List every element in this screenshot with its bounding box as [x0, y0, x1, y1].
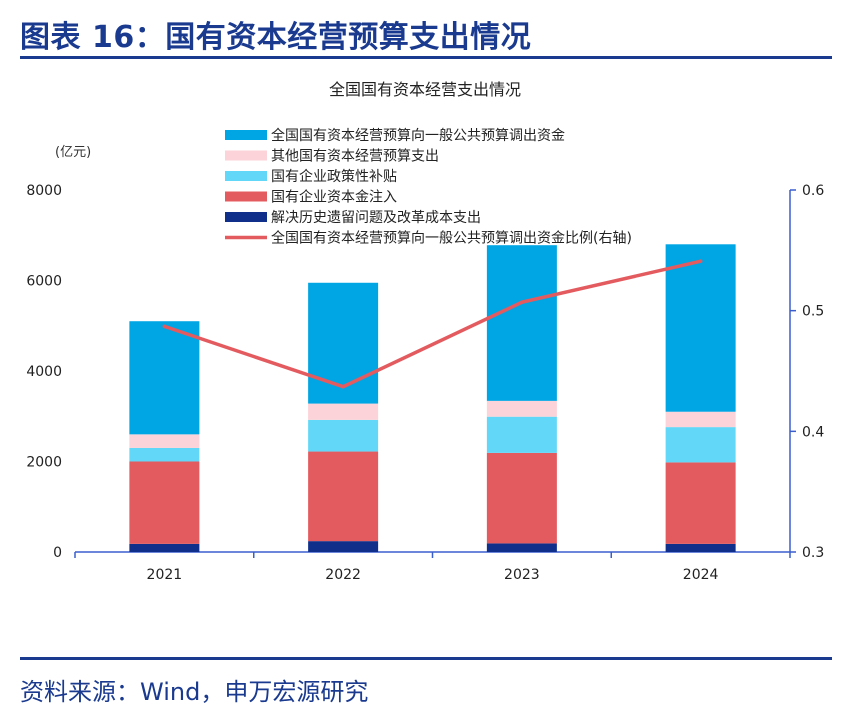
y-tick-label: 6000	[26, 274, 62, 290]
bar-s_other-2024	[665, 411, 736, 428]
bar-s_subsidy-2021	[129, 447, 200, 462]
bar-s_capital-2024	[665, 462, 736, 544]
ratio-point	[698, 259, 703, 263]
legend-swatch-s_transfer	[225, 130, 267, 140]
y2-tick-label: 0.6	[802, 183, 824, 199]
ratio-point	[520, 300, 524, 305]
bar-s_reform-2023	[486, 543, 557, 552]
bar-s_other-2021	[129, 434, 200, 448]
bar-s_capital-2023	[486, 452, 557, 544]
legend-label: 解决历史遗留问题及改革成本支出	[271, 210, 481, 226]
bar-s_transfer-2023	[486, 245, 557, 401]
bar-s_subsidy-2024	[665, 427, 736, 463]
y-tick-label: 0	[53, 545, 62, 561]
bar-s_subsidy-2022	[308, 419, 379, 452]
legend-label: 其他国有资本经营预算支出	[271, 149, 439, 165]
y2-tick-label: 0.5	[802, 304, 824, 320]
stacked-bar-line-chart: 全国国有资本经营支出情况 (亿元) 0 2000 4000 6000 8000 0.3 0.4 0…	[26, 80, 824, 583]
y-tick-label: 2000	[26, 455, 62, 471]
x-tick-label: 2022	[325, 567, 361, 583]
legend-swatch-s_reform	[225, 212, 267, 222]
y-tick-label: 8000	[26, 183, 62, 199]
chart-title: 全国国有资本经营支出情况	[329, 80, 521, 99]
bar-s_reform-2024	[665, 543, 736, 552]
legend-swatch-s_subsidy	[225, 171, 267, 181]
legend-label: 全国国有资本经营预算向一般公共预算调出资金比例(右轴)	[271, 230, 632, 247]
y2-tick-label: 0.4	[802, 424, 824, 440]
bar-s_transfer-2022	[308, 282, 379, 404]
legend-label: 全国国有资本经营预算向一般公共预算调出资金	[271, 127, 565, 144]
bar-s_other-2022	[308, 403, 379, 420]
x-tick-label: 2023	[504, 567, 540, 583]
legend-label: 国有企业政策性补贴	[271, 168, 397, 185]
ratio-point	[162, 324, 167, 329]
source-rule	[20, 657, 832, 660]
y2-tick-label: 0.3	[802, 545, 824, 561]
bar-s_reform-2021	[129, 543, 200, 552]
bar-s_transfer-2024	[665, 244, 736, 412]
bar-s_reform-2022	[308, 541, 379, 552]
title-rule	[20, 56, 832, 59]
x-tick-label: 2024	[683, 567, 719, 583]
x-tick-label: 2021	[147, 567, 183, 583]
source-note: 资料来源：Wind，申万宏源研究	[20, 678, 369, 706]
y-tick-label: 4000	[26, 364, 62, 380]
bar-s_transfer-2021	[129, 321, 200, 435]
figure-title: 图表 16：国有资本经营预算支出情况	[20, 20, 532, 55]
ratio-point	[341, 384, 345, 389]
bar-s_capital-2022	[308, 451, 379, 542]
ratio-line	[163, 259, 702, 389]
legend-label: 国有企业资本金注入	[271, 189, 397, 206]
bar-s_capital-2021	[129, 461, 200, 544]
legend-swatch-s_other	[225, 150, 267, 161]
y-axis-unit: (亿元)	[55, 145, 91, 160]
bar-s_subsidy-2023	[486, 416, 557, 453]
bar-s_other-2023	[486, 400, 557, 417]
legend-swatch-s_capital	[225, 191, 267, 202]
